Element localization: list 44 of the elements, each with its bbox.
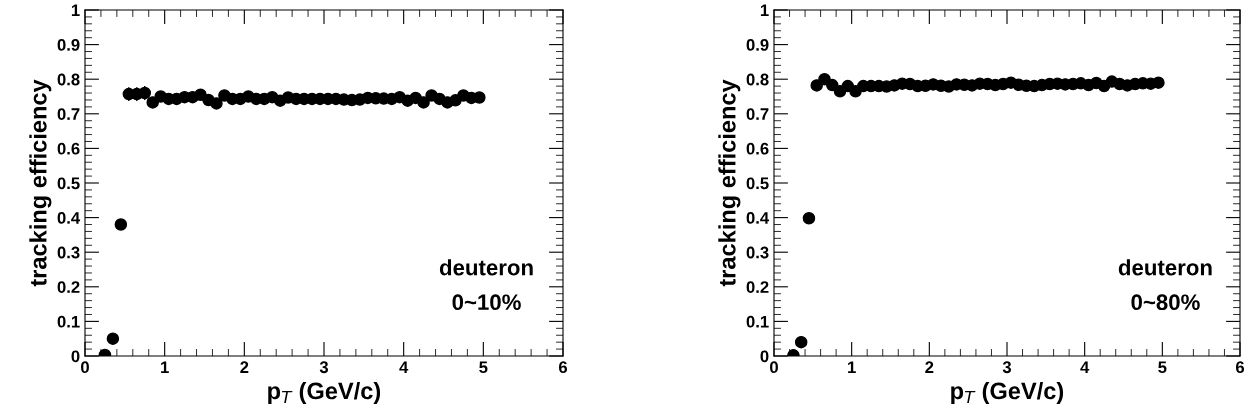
x-tick-label: 0 [770,361,778,374]
y-tick-label: 0.8 [57,73,80,86]
x-tick-label: 0 [81,361,89,374]
x-tick-label: 3 [1002,361,1012,374]
y-tick-label: 0.4 [746,212,770,224]
y-tick-label: 0.1 [57,315,80,328]
annotation: 0~10% [452,294,521,311]
y-tick-label: 0.9 [746,39,769,51]
x-axis-title: p$_{T}$ (GeV/c) [268,381,381,404]
y-tick-label: 0.3 [746,246,769,259]
y-tick-label: 0.2 [746,281,769,293]
x-tick-label: 1 [161,361,169,373]
y-tick-label: 0.7 [746,108,769,120]
y-tick-label: 0.3 [57,246,80,259]
x-tick-label: 5 [479,361,488,374]
y-tick-label: 0.6 [57,142,80,155]
y-tick-label: 1 [71,4,80,17]
x-tick-label: 3 [319,361,329,374]
x-tick-label: 6 [558,361,568,374]
x-tick-label: 2 [925,361,934,373]
x-tick-label: 1 [848,361,856,373]
x-tick-label: 4 [399,361,409,373]
y-tick-label: 0.4 [57,212,81,224]
y-tick-label: 0 [71,350,80,363]
y-axis-title: tracking efficiency [718,79,741,287]
y-tick-label: 1 [760,4,769,17]
x-tick-label: 6 [1235,361,1245,374]
y-tick-label: 0.1 [746,315,769,328]
y-tick-label: 0.5 [746,177,769,190]
y-tick-label: 0.6 [746,142,769,155]
annotation: 0~80% [1131,294,1200,311]
y-axis-title: tracking efficiency [29,79,52,287]
y-tick-label: 0.7 [57,108,80,120]
x-tick-label: 4 [1080,361,1090,373]
x-axis-title: p$_{T}$ (GeV/c) [951,381,1064,404]
y-tick-label: 0.2 [57,281,80,293]
y-tick-label: 0.9 [57,39,80,51]
y-tick-label: 0 [760,350,769,363]
x-tick-label: 2 [240,361,249,373]
x-tick-label: 5 [1158,361,1167,374]
y-tick-label: 0.5 [57,177,80,190]
annotation: deuteron [439,259,533,276]
y-tick-label: 0.8 [746,73,769,86]
annotation: deuteron [1118,259,1212,276]
